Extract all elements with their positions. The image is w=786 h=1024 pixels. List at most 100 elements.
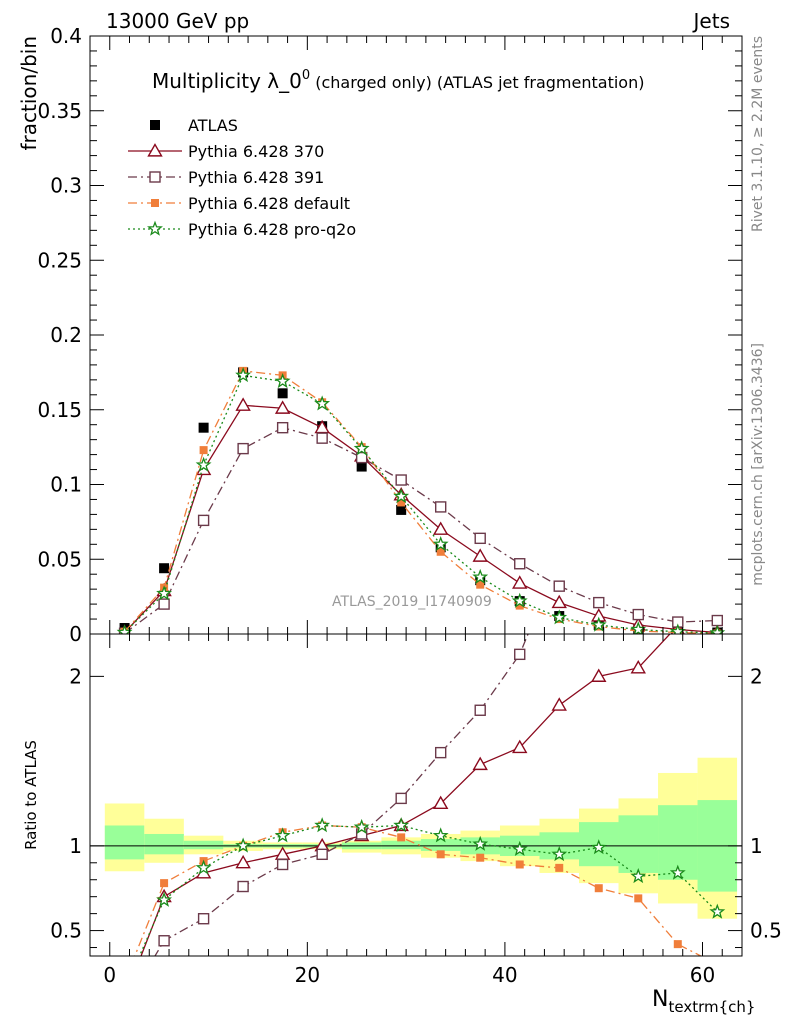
series-3-point <box>397 498 406 507</box>
x-tick-label: 60 <box>690 963 715 987</box>
chart-title-rest: (charged only) (ATLAS jet fragmentation) <box>310 73 644 92</box>
x-axis-label-sub: textrm{ch} <box>668 998 755 1016</box>
series-4-ratio-point <box>432 827 449 843</box>
series-4-point <box>590 616 607 632</box>
chart-title-superscript: 0 <box>302 68 310 83</box>
series-2-point <box>276 421 289 434</box>
header-energy-label: 13000 GeV pp <box>106 9 249 33</box>
series-2-point <box>237 442 249 455</box>
series-4-ratio-line <box>138 824 718 956</box>
band-green-bin <box>618 815 659 873</box>
y-tick-label: 0.2 <box>50 323 82 347</box>
series-2-point <box>395 474 407 486</box>
series-4-ratio-point <box>630 867 647 884</box>
series-1-ratio-point <box>432 795 449 810</box>
series-2-point <box>474 532 486 545</box>
series-4-point <box>511 592 528 608</box>
series-4-ratio-point <box>235 837 252 853</box>
ratio-y-tick-label-left: 1 <box>69 834 82 858</box>
series-3-point <box>436 547 445 556</box>
legend-label-2: Pythia 6.428 391 <box>188 168 324 187</box>
series-4-ratio-point <box>393 817 410 833</box>
legend-label-3: Pythia 6.428 default <box>188 194 350 213</box>
series-3-point <box>199 446 208 455</box>
series-1-point <box>512 575 528 589</box>
series-1-ratio-point <box>472 756 488 771</box>
ratio-y-tick-label-right: 0.5 <box>750 919 782 943</box>
y-tick-label: 0.1 <box>50 473 82 497</box>
series-2-ratio-point <box>395 792 407 805</box>
series-2-point <box>514 558 526 570</box>
series-1-ratio-point <box>551 697 567 711</box>
series-2-ratio-point <box>316 848 328 861</box>
series-3-point <box>515 601 524 610</box>
ratio-y-tick-label-left: 2 <box>69 664 82 688</box>
series-0-point <box>277 388 288 399</box>
series-2-ratio-line <box>154 634 529 956</box>
series-2-point <box>355 451 368 464</box>
mcplots-label: mcplots.cern.ch [arXiv:1306.3436] <box>750 343 766 586</box>
x-tick-label: 20 <box>295 963 320 987</box>
band-green-bin <box>420 839 461 851</box>
series-1-point <box>432 521 449 535</box>
series-4-point <box>314 395 331 411</box>
main-series-group <box>116 366 726 634</box>
ratio-uncertainty-bands <box>90 757 742 919</box>
series-3-ratio-point <box>436 850 445 859</box>
band-green-bin <box>144 833 184 855</box>
series-4-ratio-point <box>669 864 686 880</box>
series-3-ratio-point <box>555 863 564 872</box>
rivet-version-label: Rivet 3.1.10, ≥ 2.2M events <box>750 36 766 232</box>
legend-marker-0 <box>150 120 160 130</box>
series-1-ratio-point <box>630 659 646 674</box>
y-tick-label: 0.05 <box>37 547 82 571</box>
series-3-ratio-point <box>515 860 524 869</box>
chart-title-main: Multiplicity λ_0 <box>152 69 302 93</box>
series-2-ratio-point <box>474 704 486 716</box>
series-3-ratio-point <box>160 879 169 888</box>
series-4-ratio-point <box>195 859 212 875</box>
series-1-line <box>124 404 718 634</box>
series-2-ratio-point <box>434 746 447 759</box>
ratio-frame <box>89 633 743 957</box>
ratio-y-axis-label: Ratio to ATLAS <box>22 740 40 850</box>
series-4-ratio-point <box>590 839 607 855</box>
legend: ATLAS Pythia 6.428 370 Pythia 6.428 391 Pyt… <box>128 116 356 239</box>
series-4-point <box>235 367 252 383</box>
series-2-point <box>632 608 644 621</box>
chart-title: Multiplicity λ_00 (charged only) (ATLAS … <box>152 68 644 93</box>
series-2-point <box>158 598 170 610</box>
series-1-ratio-point <box>591 668 607 682</box>
x-axis-label: Ntextrm{ch} <box>652 987 755 1016</box>
series-2-ratio-point <box>276 858 289 871</box>
series-2-point <box>434 501 447 513</box>
y-tick-label: 0 <box>69 622 82 646</box>
y-tick-label: 0.15 <box>37 398 82 422</box>
series-4-ratio-point <box>353 818 370 834</box>
legend-marker-4 <box>147 220 163 236</box>
y-tick-label: 0.3 <box>50 174 82 198</box>
legend-marker-2 <box>149 171 161 183</box>
series-4-point <box>393 488 410 504</box>
legend-label-1: Pythia 6.428 370 <box>188 142 324 161</box>
legend-label-4: Pythia 6.428 pro-q2o <box>188 220 356 239</box>
series-2-ratio-point <box>237 880 249 893</box>
series-2-point <box>553 580 565 592</box>
series-1-ratio-point <box>512 739 528 754</box>
series-4-point <box>156 585 173 601</box>
ratio-series-group <box>134 634 726 956</box>
series-3-ratio-point <box>397 833 406 842</box>
series-1-ratio-point <box>235 854 251 869</box>
band-green-bin <box>381 840 421 850</box>
series-3-ratio-line <box>134 824 703 956</box>
header-process-label: Jets <box>692 9 730 33</box>
series-3-ratio-point <box>673 940 682 949</box>
series-0-point <box>198 422 209 433</box>
series-2-point <box>593 596 605 609</box>
series-4-point <box>274 372 291 389</box>
series-2-line <box>124 426 718 634</box>
band-green-bin <box>183 840 224 850</box>
series-4-ratio-point <box>472 835 489 851</box>
series-0-point <box>159 563 170 574</box>
ratio-y-tick-label-left: 0.5 <box>50 919 82 943</box>
